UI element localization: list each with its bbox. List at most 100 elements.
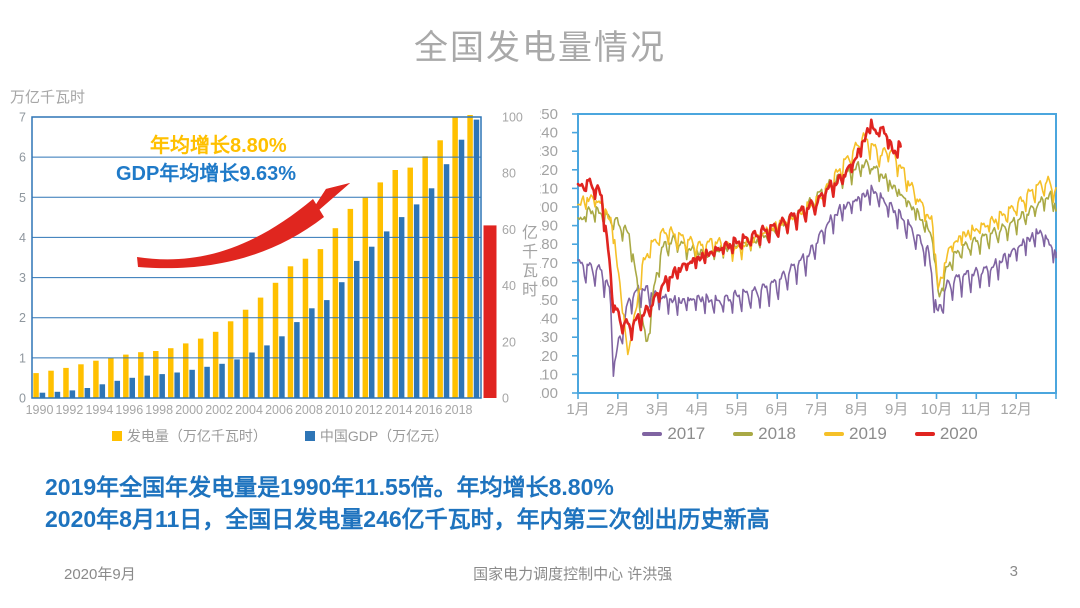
x-axis-labels: 1990 1992 1994 1996 1998 2000 2002 2004 2006 2008… — [26, 403, 473, 417]
svg-text:100: 100 — [540, 385, 558, 402]
generation-gdp-bar-chart: 0 1 2 3 4 5 6 7 0 20 40 60 80 100 1990 1992 1994 1996 1998… — [19, 111, 523, 418]
svg-text:12月: 12月 — [1000, 401, 1032, 418]
highlight-bar-2020 — [483, 225, 497, 398]
right-chart-unit-label: 亿千瓦时 — [519, 224, 536, 300]
x-axis-labels: 1月 2月 3月 4月 5月 6月 7月 8月 9月 10月 11月 12月 — [566, 401, 1032, 418]
svg-text:240: 240 — [540, 125, 558, 142]
svg-text:100: 100 — [502, 111, 523, 125]
svg-text:0: 0 — [19, 392, 26, 406]
svg-text:220: 220 — [540, 162, 558, 179]
legend-swatch — [304, 431, 315, 441]
svg-text:180: 180 — [540, 236, 558, 253]
footer-author: 国家电力调度控制中心 许洪强 — [473, 566, 673, 583]
svg-text:150: 150 — [540, 292, 558, 309]
svg-text:60: 60 — [502, 223, 516, 237]
legend-label: 2020 — [939, 424, 978, 443]
svg-text:2004: 2004 — [235, 403, 263, 417]
svg-text:1992: 1992 — [55, 403, 83, 417]
svg-text:5: 5 — [19, 191, 26, 205]
left-axis-labels: 0 1 2 3 4 5 6 7 — [19, 111, 26, 406]
legend-dash — [642, 432, 663, 436]
legend-dash — [914, 432, 935, 436]
svg-text:120: 120 — [540, 348, 558, 365]
series-2017 — [577, 184, 1057, 378]
svg-text:2002: 2002 — [205, 403, 233, 417]
slide-title: 全国发电量情况 — [414, 29, 666, 67]
svg-text:6月: 6月 — [766, 401, 789, 418]
growth-arrow — [137, 183, 350, 269]
svg-text:2012: 2012 — [355, 403, 383, 417]
svg-text:230: 230 — [540, 143, 558, 160]
legend-item: 2017 — [642, 424, 705, 444]
note-line-1: 2019年全国年发电量是1990年11.55倍。年均增长8.80% — [45, 474, 614, 500]
axis-ticks — [572, 113, 1057, 399]
legend-label: 2017 — [667, 424, 706, 443]
svg-text:2008: 2008 — [295, 403, 323, 417]
line-chart-plot: 100 110120 130140 150 160170 180190 200 210220 2… — [540, 106, 1057, 418]
svg-text:3月: 3月 — [646, 401, 669, 418]
svg-text:3: 3 — [19, 271, 26, 285]
svg-text:250: 250 — [540, 106, 558, 123]
y-axis-labels: 100 110120 130140 150 160170 180190 200 210220 2… — [540, 106, 558, 402]
svg-text:6: 6 — [19, 151, 26, 165]
note-line-2: 2020年8月11日，全国日发电量246亿千瓦时，年内第三次创出历史新高 — [45, 506, 770, 532]
legend-item: 2018 — [733, 424, 796, 444]
svg-text:4: 4 — [19, 231, 26, 245]
svg-text:2000: 2000 — [175, 403, 203, 417]
footer: 2020年9月 国家电力调度控制中心 许洪强 3 — [0, 563, 1080, 584]
svg-text:5月: 5月 — [726, 401, 749, 418]
legend-label: 中国GDP（万亿元） — [319, 428, 449, 444]
svg-text:1990: 1990 — [26, 403, 54, 417]
svg-text:11月: 11月 — [961, 401, 992, 418]
legend-swatch — [111, 431, 122, 441]
svg-text:160: 160 — [540, 273, 558, 290]
svg-text:170: 170 — [540, 255, 558, 272]
svg-text:140: 140 — [540, 311, 558, 328]
bar-chart-plot: 0 1 2 3 4 5 6 7 0 20 40 60 80 100 1990 1992 1994 1996 1998… — [19, 111, 523, 418]
bars — [33, 115, 480, 399]
legend-dash — [733, 432, 754, 436]
svg-text:2018: 2018 — [445, 403, 473, 417]
left-chart-legend: 发电量（万亿千瓦时） 中国GDP（万亿元） — [0, 426, 560, 446]
svg-text:2月: 2月 — [606, 401, 629, 418]
left-chart-unit-label: 万亿千瓦时 — [10, 89, 86, 106]
footer-date: 2020年9月 — [64, 566, 136, 583]
svg-text:2014: 2014 — [385, 403, 413, 417]
right-axis-labels: 0 20 40 60 80 100 — [502, 111, 523, 406]
daily-generation-line-chart: 100 110120 130140 150 160170 180190 200 210220 2… — [540, 106, 1057, 418]
svg-text:4月: 4月 — [686, 401, 709, 418]
svg-text:7: 7 — [19, 111, 26, 125]
legend-item: 2020 — [914, 424, 978, 444]
svg-text:1994: 1994 — [85, 403, 113, 417]
svg-text:130: 130 — [540, 329, 558, 346]
legend-item: 中国GDP（万亿元） — [304, 426, 449, 446]
annotation-generation-growth: 年均增长8.80% — [150, 135, 287, 157]
svg-text:2: 2 — [19, 311, 26, 325]
legend-label: 发电量（万亿千瓦时） — [126, 428, 267, 444]
svg-text:0: 0 — [502, 392, 509, 406]
svg-text:210: 210 — [540, 180, 558, 197]
annotation-gdp-growth: GDP年均增长9.63% — [116, 163, 297, 185]
svg-text:1月: 1月 — [566, 401, 589, 418]
svg-text:1: 1 — [19, 351, 26, 365]
series-2018 — [577, 159, 1057, 343]
svg-text:110: 110 — [540, 366, 558, 383]
svg-text:2006: 2006 — [265, 403, 293, 417]
gridlines — [32, 156, 481, 359]
svg-text:1998: 1998 — [145, 403, 173, 417]
svg-text:40: 40 — [502, 279, 516, 293]
legend-dash — [824, 432, 844, 436]
svg-text:8月: 8月 — [845, 401, 868, 418]
legend-item: 发电量（万亿千瓦时） — [111, 426, 267, 446]
svg-text:190: 190 — [540, 218, 558, 235]
svg-text:20: 20 — [502, 335, 516, 349]
right-chart-legend: 2017 2018 2019 2020 — [540, 424, 1080, 444]
legend-item: 2019 — [824, 424, 887, 444]
series-2020 — [576, 118, 902, 342]
svg-text:10月: 10月 — [921, 401, 953, 418]
legend-label: 2019 — [849, 424, 887, 443]
svg-text:1996: 1996 — [115, 403, 143, 417]
notes-block: 2019年全国年发电量是1990年11.55倍。年均增长8.80% 2020年8… — [45, 471, 770, 535]
footer-page-number: 3 — [1009, 563, 1018, 580]
